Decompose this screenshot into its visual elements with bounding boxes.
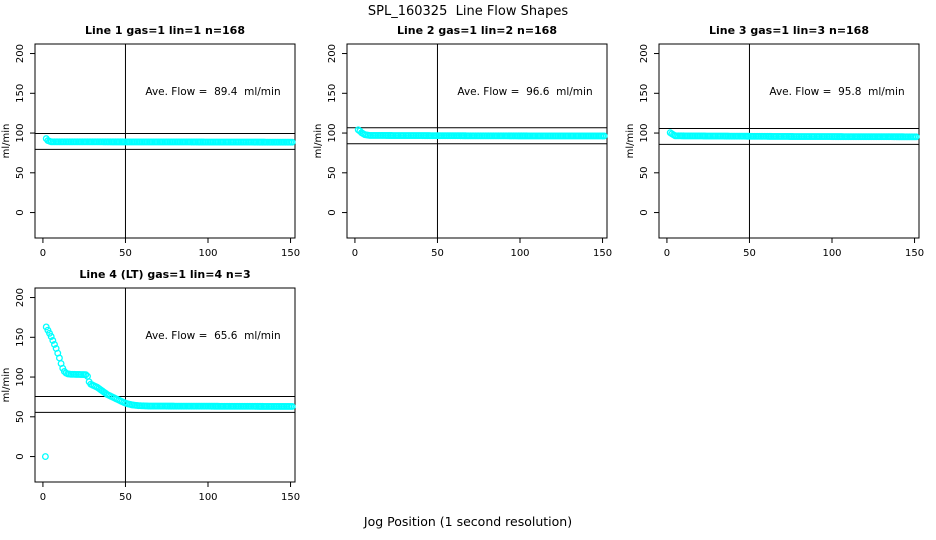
y-tick-label: 150 (327, 84, 338, 103)
x-tick-label: 150 (281, 492, 300, 503)
x-tick-label: 150 (593, 248, 612, 259)
y-axis: 0 50 100 150 200 (639, 44, 659, 216)
data-points (42, 135, 296, 146)
x-tick-label: 150 (281, 248, 300, 259)
plot-box (34, 287, 296, 483)
x-axis: 0 50 100 150 (40, 482, 300, 503)
y-axis: 0 50 100 150 200 (327, 44, 347, 216)
y-tick-label: 150 (639, 84, 650, 103)
subplot-line3: Line 3 gas=1 lin=3 n=168 0 50 100 150 0 50 100 1… (625, 24, 924, 259)
x-tick-label: 50 (119, 492, 132, 503)
x-tick-label: 0 (40, 248, 46, 259)
plot-box (658, 43, 920, 239)
subplot-line4: Line 4 (LT) gas=1 lin=4 n=3 0 50 100 150 0 50 1… (1, 268, 300, 503)
y-tick-label: 50 (15, 166, 26, 179)
y-axis-title: ml/min (1, 368, 12, 403)
x-axis: 0 50 100 150 (664, 238, 924, 259)
y-tick-label: 100 (639, 124, 650, 143)
x-tick-label: 100 (198, 248, 217, 259)
reference-lines (347, 44, 607, 238)
y-axis-title: ml/min (625, 124, 636, 159)
y-tick-label: 50 (15, 410, 26, 423)
subplot-line2: Line 2 gas=1 lin=2 n=168 0 50 100 150 0 50 100 1… (313, 24, 612, 259)
y-tick-label: 150 (15, 84, 26, 103)
data-point (51, 341, 58, 348)
x-tick-label: 100 (510, 248, 529, 259)
data-point (47, 333, 55, 340)
data-point (600, 132, 608, 140)
reference-lines (659, 44, 919, 238)
subplot-title: Line 3 gas=1 lin=3 n=168 (709, 24, 869, 37)
x-tick-label: 0 (40, 492, 46, 503)
ave-flow-annotation: Ave. Flow = 65.6 ml/min (145, 330, 280, 342)
x-tick-label: 0 (664, 248, 670, 259)
y-tick-label: 100 (15, 368, 26, 387)
data-points (41, 323, 296, 461)
y-tick-label: 0 (639, 209, 650, 215)
ave-flow-annotation: Ave. Flow = 96.6 ml/min (457, 86, 592, 98)
y-tick-label: 100 (15, 124, 26, 143)
y-axis: 0 50 100 150 200 (15, 44, 35, 216)
x-tick-label: 100 (822, 248, 841, 259)
y-tick-label: 200 (15, 288, 26, 307)
ave-flow-annotation: Ave. Flow = 95.8 ml/min (769, 86, 904, 98)
x-tick-label: 0 (352, 248, 358, 259)
data-points (354, 126, 608, 140)
subplot-line1: Line 1 gas=1 lin=1 n=168 0 50 100 150 0 50 100 1… (1, 24, 300, 259)
plot-box (346, 43, 608, 239)
x-tick-label: 50 (431, 248, 444, 259)
data-point (82, 371, 90, 379)
reference-lines (35, 288, 295, 482)
x-tick-label: 50 (119, 248, 132, 259)
y-tick-label: 0 (327, 209, 338, 215)
y-axis-title: ml/min (1, 124, 12, 159)
data-point (288, 138, 296, 146)
y-axis-title: ml/min (313, 124, 324, 159)
y-tick-label: 0 (15, 453, 26, 459)
y-tick-label: 100 (327, 124, 338, 143)
subplot-title: Line 1 gas=1 lin=1 n=168 (85, 24, 245, 37)
y-tick-label: 50 (639, 166, 650, 179)
x-tick-label: 150 (905, 248, 924, 259)
subplot-title: Line 4 (LT) gas=1 lin=4 n=3 (79, 268, 250, 281)
y-tick-label: 150 (15, 328, 26, 347)
page-title: SPL_160325 Line Flow Shapes (367, 4, 569, 19)
data-point (288, 403, 296, 410)
subplot-title: Line 2 gas=1 lin=2 n=168 (397, 24, 557, 37)
y-tick-label: 200 (327, 44, 338, 63)
x-tick-label: 50 (743, 248, 756, 259)
data-points (666, 129, 920, 141)
ave-flow-annotation: Ave. Flow = 89.4 ml/min (145, 86, 280, 98)
y-tick-label: 50 (327, 166, 338, 179)
data-point-outlier (41, 453, 49, 461)
data-point (912, 133, 920, 141)
y-tick-label: 200 (15, 44, 26, 63)
y-tick-label: 0 (15, 209, 26, 215)
x-tick-label: 100 (198, 492, 217, 503)
x-axis: 0 50 100 150 (40, 238, 300, 259)
data-point (49, 337, 57, 344)
y-tick-label: 200 (639, 44, 650, 63)
x-axis: 0 50 100 150 (352, 238, 612, 259)
y-axis: 0 50 100 150 200 (15, 288, 35, 460)
x-axis-figure-label: Jog Position (1 second resolution) (363, 514, 573, 529)
